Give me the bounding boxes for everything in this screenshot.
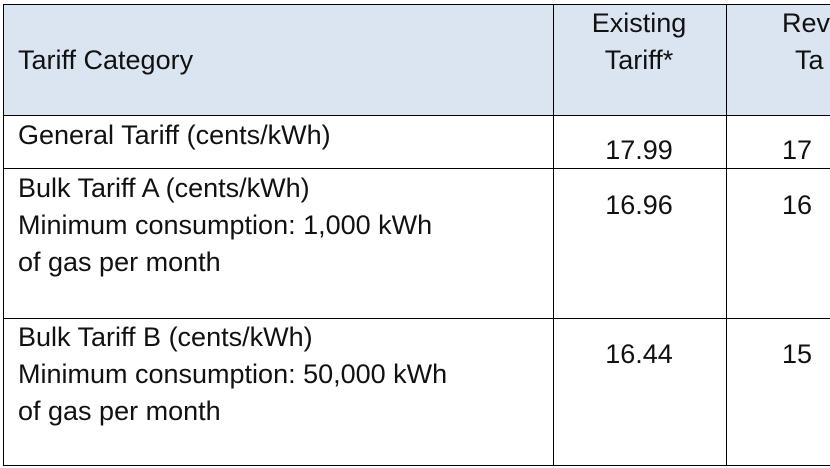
value-cell: 15 xyxy=(782,339,813,369)
category-cell: Minimum consumption: 50,000 kWh xyxy=(18,359,448,389)
rule xyxy=(3,4,4,466)
category-cell: Bulk Tariff B (cents/kWh) xyxy=(18,322,313,352)
rule xyxy=(3,4,830,5)
header-cell: Rev xyxy=(782,8,830,38)
value-cell: 17 xyxy=(782,135,813,165)
value-cell: 16.96 xyxy=(605,190,673,220)
rule xyxy=(3,465,830,466)
value-cell: 17.99 xyxy=(605,135,673,165)
header-cell: Existing xyxy=(591,8,687,38)
header-cell: Tariff Category xyxy=(18,45,194,75)
rule xyxy=(553,4,554,466)
category-cell: of gas per month xyxy=(18,247,221,277)
value-cell: 16.44 xyxy=(605,339,673,369)
category-cell: General Tariff (cents/kWh) xyxy=(18,120,331,150)
category-cell: of gas per month xyxy=(18,396,221,426)
header-cell: Ta xyxy=(795,45,824,75)
rule xyxy=(3,318,830,319)
rule xyxy=(3,115,830,116)
category-cell: Bulk Tariff A (cents/kWh) xyxy=(18,173,310,203)
rule xyxy=(3,168,830,169)
header-cell: Tariff* xyxy=(604,45,674,75)
category-cell: Minimum consumption: 1,000 kWh xyxy=(18,210,433,240)
rule xyxy=(726,4,727,466)
value-cell: 16 xyxy=(782,190,813,220)
header-background xyxy=(3,4,830,115)
